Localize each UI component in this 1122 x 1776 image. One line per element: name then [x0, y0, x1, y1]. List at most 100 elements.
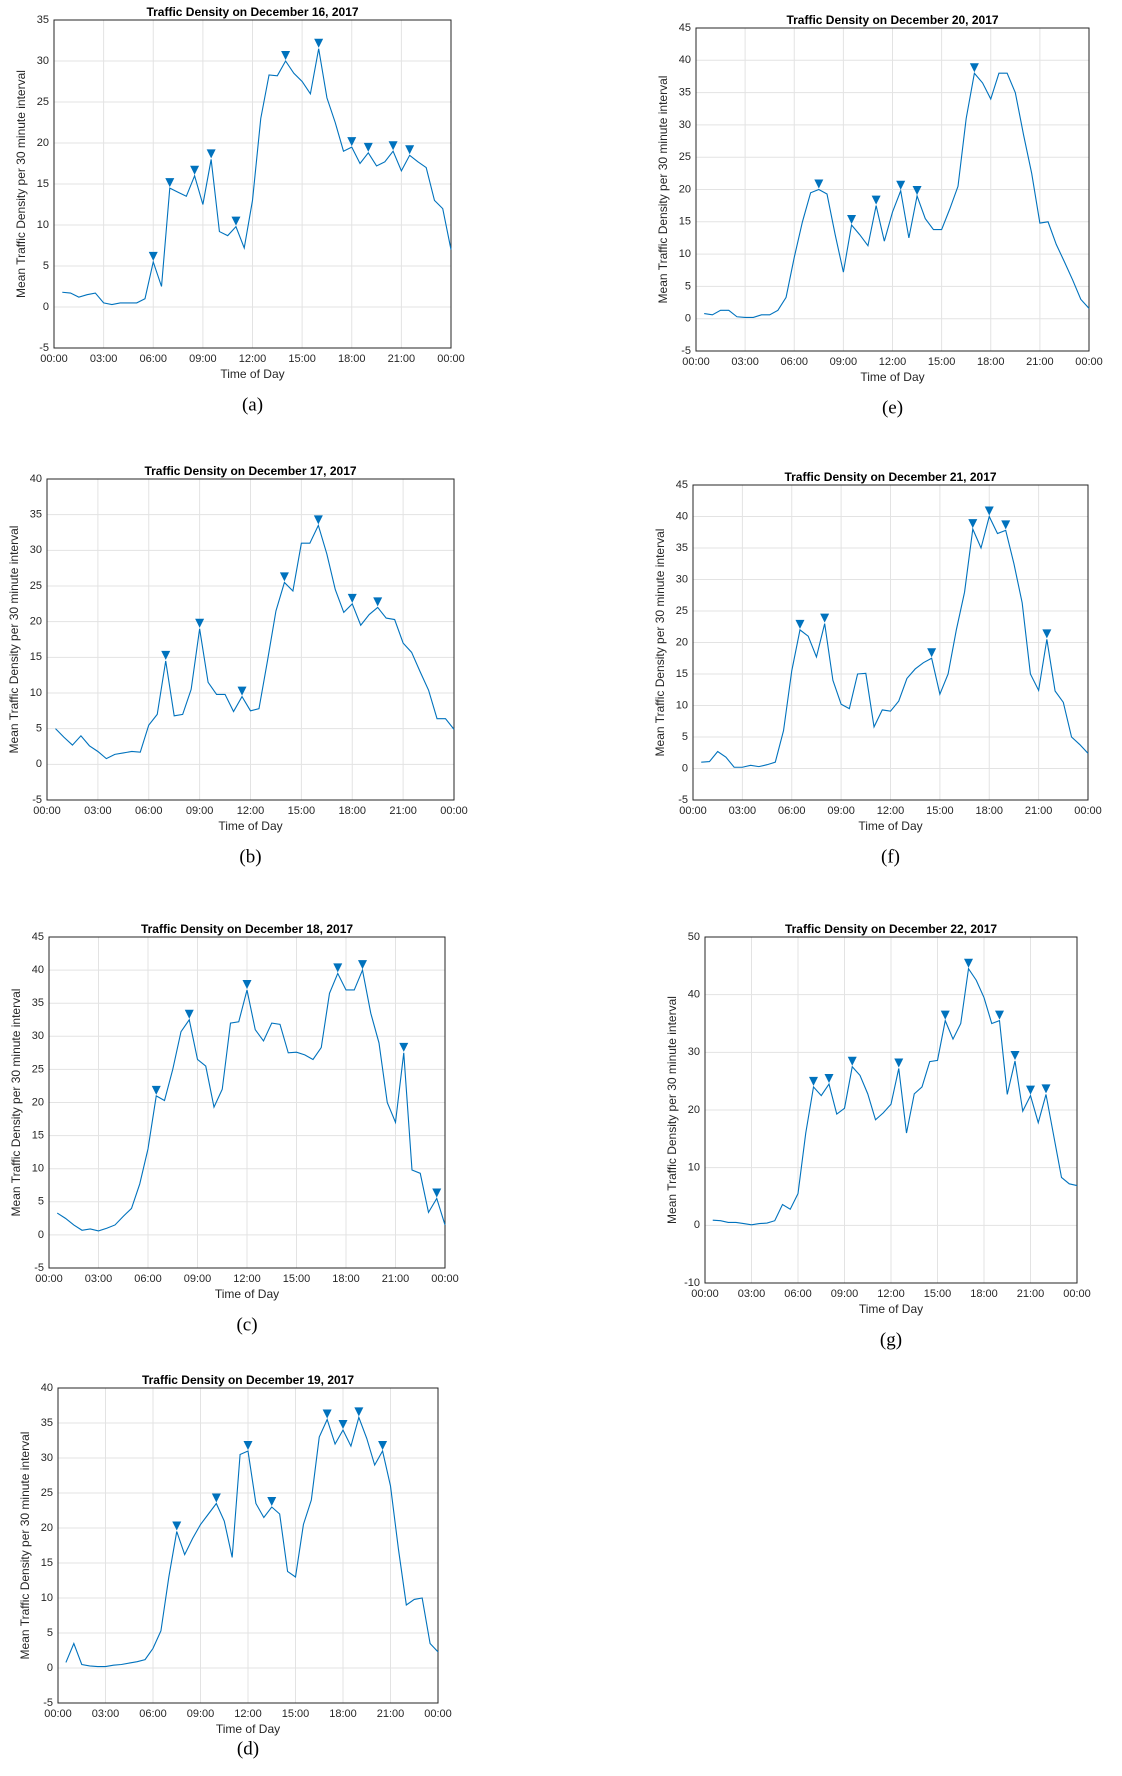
peak-marker — [373, 597, 383, 607]
peak-marker — [378, 1441, 388, 1450]
peak-marker — [190, 165, 200, 175]
y-tick-label: 25 — [32, 1063, 44, 1075]
x-tick-label: 00:00 — [1075, 356, 1103, 368]
caption: (c) — [236, 1314, 257, 1335]
y-tick-label: 5 — [38, 1196, 44, 1208]
x-tick-label: 09:00 — [184, 1273, 212, 1285]
peak-marker — [267, 1497, 277, 1506]
chart: 00:00 03:00 06:00 09:00 12:00 15:00 18:00 21:00… — [18, 1373, 452, 1759]
x-tick-label: 00:00 — [1074, 805, 1102, 817]
data-line — [704, 71, 1090, 318]
y-axis-label: Mean Traffic Density per 30 minute inter… — [7, 526, 21, 754]
peak-marker — [388, 141, 398, 151]
y-tick-label: 15 — [30, 651, 42, 663]
peak-marker — [347, 137, 357, 147]
y-tick-label: 10 — [32, 1163, 44, 1175]
y-tick-label: 50 — [688, 931, 700, 943]
y-tick-label: 10 — [30, 687, 42, 699]
x-tick-label: 21:00 — [1026, 356, 1054, 368]
y-tick-label: -5 — [39, 342, 49, 354]
x-tick-label: 03:00 — [90, 353, 118, 365]
y-tick-label: 5 — [43, 260, 49, 272]
x-tick-label: 21:00 — [377, 1708, 405, 1720]
peak-marker — [896, 180, 906, 190]
y-tick-label: 5 — [682, 731, 688, 743]
x-tick-label: 18:00 — [338, 353, 366, 365]
x-tick-label: 12:00 — [239, 353, 267, 365]
y-axis-label: Mean Traffic Density per 30 minute inter… — [9, 989, 23, 1217]
y-tick-label: 35 — [32, 997, 44, 1009]
x-tick-label: 18:00 — [975, 805, 1003, 817]
peak-marker — [314, 38, 324, 48]
y-tick-label: 10 — [41, 1592, 53, 1604]
y-tick-label: 25 — [30, 580, 42, 592]
x-tick-label: 21:00 — [382, 1273, 410, 1285]
x-tick-label: 00:00 — [424, 1708, 452, 1720]
x-tick-label: 00:00 — [35, 1273, 63, 1285]
x-tick-label: 06:00 — [139, 353, 167, 365]
x-tick-label: 15:00 — [926, 805, 954, 817]
y-tick-label: 15 — [679, 216, 691, 228]
x-axis-label: Time of Day — [860, 370, 924, 384]
x-tick-label: 09:00 — [830, 356, 858, 368]
data-line — [712, 967, 1078, 1226]
peak-marker — [338, 1420, 348, 1429]
axes-frame — [53, 19, 452, 349]
chart-title: Traffic Density on December 19, 2017 — [142, 1373, 354, 1387]
peak-marker — [148, 251, 158, 261]
x-axis-label: Time of Day — [216, 1722, 280, 1736]
peak-marker — [964, 958, 973, 968]
x-axis-label: Time of Day — [859, 1302, 923, 1316]
data-line — [56, 968, 446, 1232]
peak-marker — [354, 1407, 364, 1417]
peak-marker — [322, 1409, 332, 1419]
x-tick-label: 06:00 — [134, 1273, 162, 1285]
y-tick-label: 0 — [694, 1219, 700, 1231]
y-tick-label: 0 — [682, 762, 688, 774]
y-tick-label: 0 — [47, 1662, 53, 1674]
y-axis-label: Mean Traffic Density per 30 minute inter… — [656, 76, 670, 304]
peak-marker — [871, 195, 881, 205]
y-tick-label: -5 — [32, 794, 42, 806]
y-tick-label: 10 — [679, 248, 691, 260]
y-tick-label: 20 — [37, 137, 49, 149]
peak-marker — [927, 648, 937, 658]
x-tick-label: 00:00 — [33, 805, 61, 817]
x-tick-label: 21:00 — [1017, 1288, 1045, 1300]
x-tick-label: 15:00 — [282, 1708, 310, 1720]
x-tick-label: 12:00 — [879, 356, 907, 368]
x-tick-label: 18:00 — [332, 1273, 360, 1285]
y-tick-label: 5 — [685, 280, 691, 292]
peak-marker — [940, 1010, 950, 1020]
x-axis-label: Time of Day — [858, 819, 922, 833]
axes-frame — [704, 936, 1078, 1284]
x-tick-label: 06:00 — [784, 1288, 812, 1300]
x-tick-label: 00:00 — [691, 1288, 719, 1300]
peak-marker — [184, 1009, 194, 1019]
peak-marker — [1042, 629, 1052, 639]
y-tick-label: 20 — [30, 616, 42, 628]
peak-marker — [405, 145, 415, 155]
x-tick-label: 12:00 — [877, 1288, 905, 1300]
peak-marker — [814, 179, 824, 189]
y-tick-label: 20 — [41, 1522, 53, 1534]
peak-marker — [399, 1042, 409, 1052]
y-tick-label: 20 — [688, 1104, 700, 1116]
y-tick-label: 10 — [676, 699, 688, 711]
y-axis-label: Mean Traffic Density per 30 minute inter… — [18, 1432, 32, 1660]
x-tick-label: 12:00 — [877, 805, 905, 817]
y-tick-label: 30 — [676, 573, 688, 585]
y-tick-label: 35 — [30, 509, 42, 521]
peak-marker — [1041, 1084, 1051, 1094]
x-tick-label: 09:00 — [186, 805, 214, 817]
y-tick-label: 20 — [679, 183, 691, 195]
data-line — [62, 48, 452, 306]
y-tick-label: 45 — [676, 479, 688, 491]
y-tick-label: 30 — [30, 544, 42, 556]
caption: (d) — [237, 1738, 259, 1759]
x-axis-label: Time of Day — [218, 819, 282, 833]
y-tick-label: 5 — [36, 723, 42, 735]
peak-marker — [151, 1085, 161, 1095]
axes-frame — [692, 484, 1089, 801]
